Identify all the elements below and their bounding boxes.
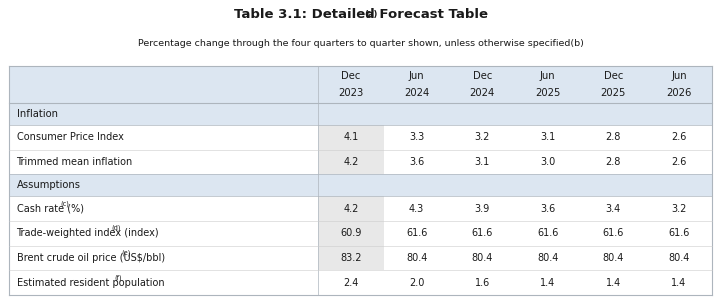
Text: 2.8: 2.8 xyxy=(606,157,621,167)
Text: Dec: Dec xyxy=(342,71,360,81)
Text: Consumer Price Index: Consumer Price Index xyxy=(17,132,123,142)
Text: 2.4: 2.4 xyxy=(343,278,359,288)
Bar xyxy=(9,66,712,295)
Text: 1.4: 1.4 xyxy=(606,278,621,288)
Text: 80.4: 80.4 xyxy=(668,253,689,263)
Bar xyxy=(9,271,712,295)
Bar xyxy=(319,246,384,271)
Text: 2.8: 2.8 xyxy=(606,132,621,142)
Text: 3.0: 3.0 xyxy=(540,157,555,167)
Text: Jun: Jun xyxy=(409,71,425,81)
Text: 83.2: 83.2 xyxy=(340,253,362,263)
Text: 1.4: 1.4 xyxy=(540,278,555,288)
Text: 61.6: 61.6 xyxy=(603,228,624,239)
Text: 3.6: 3.6 xyxy=(540,204,555,214)
Text: Jun: Jun xyxy=(671,71,686,81)
Text: 2025: 2025 xyxy=(601,88,626,98)
Text: 2024: 2024 xyxy=(404,88,429,98)
Text: 4.1: 4.1 xyxy=(343,132,359,142)
Bar xyxy=(9,246,712,271)
Text: 3.4: 3.4 xyxy=(606,204,621,214)
Text: (f): (f) xyxy=(115,274,123,281)
Text: 3.1: 3.1 xyxy=(540,132,555,142)
Text: Estimated resident population: Estimated resident population xyxy=(17,278,164,288)
Text: Assumptions: Assumptions xyxy=(17,180,81,190)
Text: 3.6: 3.6 xyxy=(409,157,425,167)
Bar xyxy=(9,125,712,150)
Text: (d): (d) xyxy=(111,225,120,231)
Bar xyxy=(319,221,384,246)
Text: Inflation: Inflation xyxy=(17,109,58,119)
Text: 3.3: 3.3 xyxy=(409,132,425,142)
Text: 3.9: 3.9 xyxy=(474,204,490,214)
Text: (e): (e) xyxy=(121,249,131,256)
Text: 61.6: 61.6 xyxy=(406,228,428,239)
Text: Percentage change through the four quarters to quarter shown, unless otherwise s: Percentage change through the four quart… xyxy=(138,39,583,48)
Text: 80.4: 80.4 xyxy=(406,253,428,263)
Text: 2.0: 2.0 xyxy=(409,278,425,288)
Text: 2023: 2023 xyxy=(339,88,364,98)
Text: 3.2: 3.2 xyxy=(671,204,686,214)
Bar xyxy=(9,196,712,221)
Text: Brent crude oil price (US$/bbl): Brent crude oil price (US$/bbl) xyxy=(17,253,164,263)
Text: Jun: Jun xyxy=(540,71,556,81)
Text: 2.6: 2.6 xyxy=(671,132,686,142)
Text: 2024: 2024 xyxy=(469,88,495,98)
Text: 3.2: 3.2 xyxy=(474,132,490,142)
Text: Trimmed mean inflation: Trimmed mean inflation xyxy=(17,157,133,167)
Text: Trade-weighted index (index): Trade-weighted index (index) xyxy=(17,228,159,239)
Bar xyxy=(9,103,712,125)
Text: 3.1: 3.1 xyxy=(474,157,490,167)
Bar xyxy=(319,125,384,150)
Text: 80.4: 80.4 xyxy=(603,253,624,263)
Bar xyxy=(319,150,384,174)
Text: 61.6: 61.6 xyxy=(668,228,689,239)
Text: 61.6: 61.6 xyxy=(472,228,493,239)
Text: 61.6: 61.6 xyxy=(537,228,559,239)
Text: 1.6: 1.6 xyxy=(474,278,490,288)
Text: 60.9: 60.9 xyxy=(340,228,362,239)
Bar xyxy=(9,150,712,174)
Text: 4.2: 4.2 xyxy=(343,157,359,167)
Text: 4.2: 4.2 xyxy=(343,204,359,214)
Text: Dec: Dec xyxy=(472,71,492,81)
Text: 2.6: 2.6 xyxy=(671,157,686,167)
Text: Cash rate (%): Cash rate (%) xyxy=(17,204,84,214)
Bar xyxy=(9,66,712,103)
Text: 4.3: 4.3 xyxy=(409,204,425,214)
Bar xyxy=(319,196,384,221)
Text: 80.4: 80.4 xyxy=(472,253,493,263)
Text: Dec: Dec xyxy=(603,71,623,81)
Text: 1.4: 1.4 xyxy=(671,278,686,288)
Text: (a): (a) xyxy=(365,10,378,19)
Text: 80.4: 80.4 xyxy=(537,253,559,263)
Bar xyxy=(9,174,712,196)
Text: 2025: 2025 xyxy=(535,88,560,98)
Bar xyxy=(9,221,712,246)
Text: 2026: 2026 xyxy=(666,88,691,98)
Text: Table 3.1: Detailed Forecast Table: Table 3.1: Detailed Forecast Table xyxy=(234,8,487,21)
Text: (c): (c) xyxy=(61,200,69,206)
